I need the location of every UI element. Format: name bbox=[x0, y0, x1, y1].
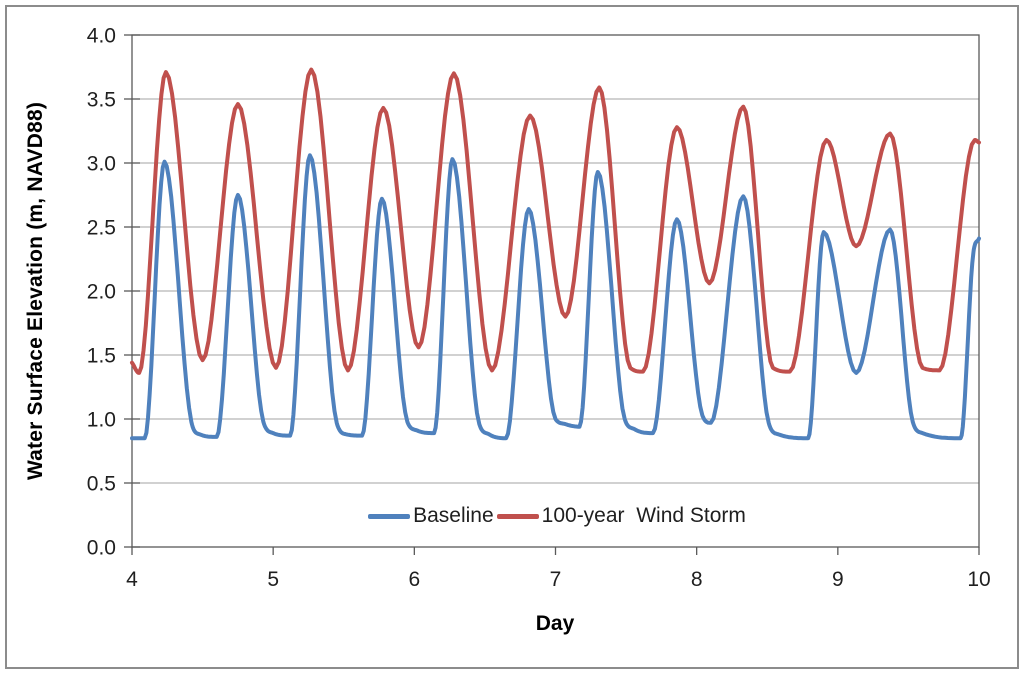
y-tick-label: 3.0 bbox=[87, 153, 116, 176]
storm-series-line bbox=[130, 67, 981, 375]
baseline-series-line bbox=[130, 153, 981, 441]
y-tick-label: 1.0 bbox=[87, 409, 116, 432]
y-tick-label: 0.0 bbox=[87, 537, 116, 560]
y-tick-label: 1.5 bbox=[87, 345, 116, 368]
y-tick-label: 2.0 bbox=[87, 281, 116, 304]
legend-label-baseline: Baseline bbox=[413, 504, 494, 527]
y-tick-label: 0.5 bbox=[87, 473, 116, 496]
x-tick-label: 7 bbox=[550, 568, 562, 591]
x-tick-label: 6 bbox=[408, 568, 420, 591]
x-axis-title: Day bbox=[535, 612, 575, 635]
legend-item-storm: 100-year Wind Storm bbox=[494, 504, 746, 528]
x-tick-label: 10 bbox=[967, 568, 990, 591]
legend: Baseline 100-year Wind Storm bbox=[132, 502, 979, 530]
y-tick-label: 2.5 bbox=[87, 217, 116, 240]
x-tick-label: 9 bbox=[832, 568, 844, 591]
y-tick-label: 4.0 bbox=[87, 25, 116, 48]
x-tick-label: 4 bbox=[126, 568, 138, 591]
x-tick-label: 8 bbox=[691, 568, 703, 591]
x-tick-label: 5 bbox=[267, 568, 279, 591]
legend-swatch-storm-line bbox=[496, 513, 539, 519]
legend-swatch-baseline-line bbox=[368, 513, 411, 519]
y-tick-label: 3.5 bbox=[87, 89, 116, 112]
legend-label-storm: 100-year Wind Storm bbox=[541, 504, 746, 527]
y-axis-title: Water Surface Elevation (m, NAVD88) bbox=[24, 101, 47, 481]
legend-item-baseline: Baseline bbox=[365, 504, 494, 528]
